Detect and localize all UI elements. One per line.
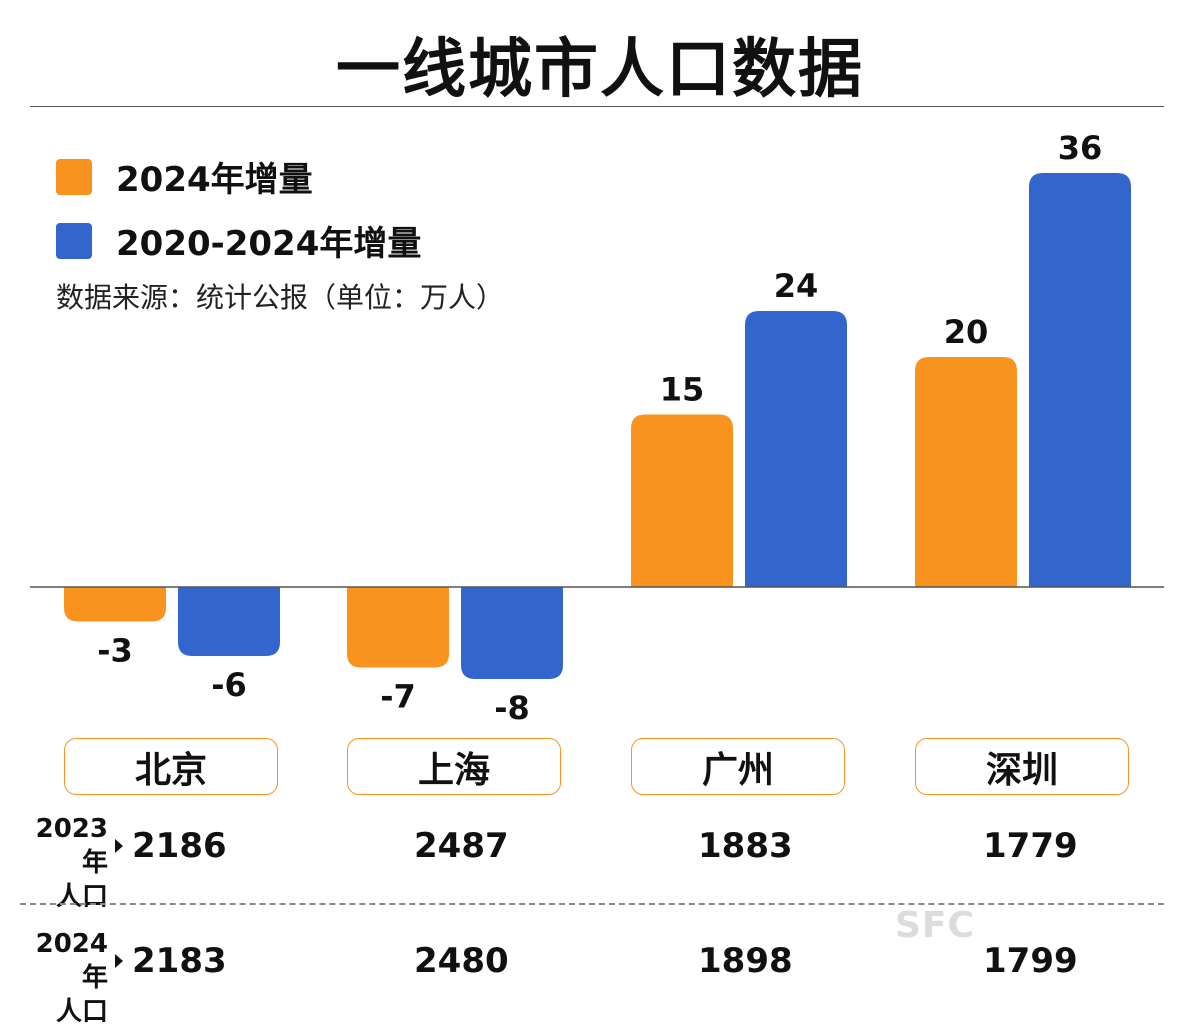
pop-2024-beijing: 2183 bbox=[132, 941, 227, 981]
chart-title: 一线城市人口数据 bbox=[336, 33, 864, 107]
data-label: 36 bbox=[1058, 129, 1103, 167]
legend-label-2020-2024: 2020-2024年增量 bbox=[116, 224, 422, 264]
row-arrow-icon bbox=[115, 954, 123, 968]
row-label-2023-year: 2023年 bbox=[35, 814, 108, 878]
bar-上海-series-0 bbox=[347, 587, 449, 668]
row-label-2023: 2023年 人口 bbox=[16, 812, 108, 914]
row-label-2024-pop: 人口 bbox=[55, 997, 108, 1027]
bar-广州-series-0 bbox=[631, 414, 733, 587]
pop-2024-shenzhen: 1799 bbox=[983, 941, 1078, 981]
data-label: -6 bbox=[211, 666, 247, 704]
city-label-beijing: 北京 bbox=[64, 738, 278, 795]
bar-北京-series-1 bbox=[178, 587, 280, 656]
legend-item-2020-2024: 2020-2024年增量 bbox=[56, 216, 421, 265]
bar-北京-series-0 bbox=[64, 587, 166, 622]
pop-2023-shenzhen: 1779 bbox=[983, 826, 1078, 866]
data-label: 15 bbox=[660, 371, 705, 409]
legend-item-2024: 2024年增量 bbox=[56, 152, 313, 201]
pop-2023-guangzhou: 1883 bbox=[698, 826, 793, 866]
row-arrow-icon bbox=[115, 839, 123, 853]
city-label-shanghai: 上海 bbox=[347, 738, 561, 795]
data-label: 20 bbox=[944, 313, 989, 351]
bar-深圳-series-0 bbox=[915, 357, 1017, 587]
pop-2024-shanghai: 2480 bbox=[414, 941, 509, 981]
data-label: 24 bbox=[774, 267, 819, 305]
legend-swatch-2020-2024 bbox=[56, 222, 92, 259]
row-label-2023-pop: 人口 bbox=[55, 882, 108, 912]
data-label: -8 bbox=[494, 689, 530, 727]
data-label: -3 bbox=[97, 632, 133, 670]
table-divider bbox=[20, 903, 1164, 905]
legend-label-2024: 2024年增量 bbox=[116, 160, 313, 200]
title-divider bbox=[30, 106, 1164, 107]
pop-2024-guangzhou: 1898 bbox=[698, 941, 793, 981]
source-note: 数据来源：统计公报（单位：万人） bbox=[56, 281, 505, 314]
bar-上海-series-1 bbox=[461, 587, 563, 679]
pop-2023-shanghai: 2487 bbox=[414, 826, 509, 866]
data-label: -7 bbox=[380, 678, 416, 716]
city-label-shenzhen: 深圳 bbox=[915, 738, 1129, 795]
row-label-2024-year: 2024年 bbox=[35, 929, 108, 993]
city-label-guangzhou: 广州 bbox=[631, 738, 845, 795]
bar-深圳-series-1 bbox=[1029, 173, 1131, 587]
bar-广州-series-1 bbox=[745, 311, 847, 587]
row-label-2024: 2024年 人口 bbox=[16, 927, 108, 1029]
watermark-logo: SFC bbox=[895, 905, 975, 946]
pop-2023-beijing: 2186 bbox=[132, 826, 227, 866]
legend-swatch-2024 bbox=[56, 158, 92, 195]
